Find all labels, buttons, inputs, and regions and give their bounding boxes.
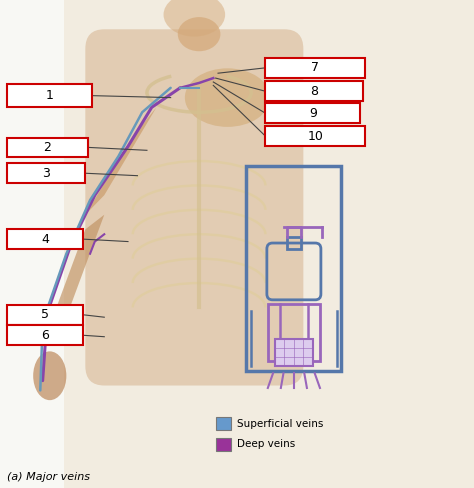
Bar bbox=[7, 305, 83, 325]
Bar bbox=[268, 304, 320, 361]
Bar bbox=[7, 84, 92, 107]
Text: 7: 7 bbox=[311, 61, 319, 74]
Bar bbox=[7, 229, 83, 249]
Polygon shape bbox=[47, 215, 104, 332]
Text: 5: 5 bbox=[41, 308, 49, 321]
Bar bbox=[275, 339, 313, 366]
Text: 2: 2 bbox=[44, 141, 51, 154]
Ellipse shape bbox=[294, 94, 360, 121]
Text: 1: 1 bbox=[46, 89, 54, 102]
Bar bbox=[216, 417, 231, 430]
Bar bbox=[265, 126, 365, 146]
Text: (a) Major veins: (a) Major veins bbox=[7, 472, 90, 482]
Bar bbox=[7, 163, 85, 183]
Ellipse shape bbox=[185, 68, 270, 127]
Ellipse shape bbox=[33, 351, 66, 400]
Ellipse shape bbox=[164, 0, 225, 37]
Text: Deep veins: Deep veins bbox=[237, 439, 296, 449]
Polygon shape bbox=[85, 107, 156, 215]
Bar bbox=[7, 138, 88, 157]
Bar bbox=[265, 58, 365, 78]
Bar bbox=[265, 103, 360, 123]
Text: 8: 8 bbox=[310, 85, 318, 98]
Ellipse shape bbox=[178, 17, 220, 51]
Text: 10: 10 bbox=[307, 130, 323, 142]
Bar bbox=[7, 325, 83, 345]
Bar bbox=[0, 0, 64, 488]
Text: 6: 6 bbox=[41, 329, 49, 342]
Bar bbox=[287, 237, 301, 249]
Bar bbox=[246, 166, 341, 371]
Text: Superficial veins: Superficial veins bbox=[237, 419, 324, 429]
Bar bbox=[216, 438, 231, 451]
Bar bbox=[265, 81, 363, 101]
FancyBboxPatch shape bbox=[85, 29, 303, 386]
Text: 9: 9 bbox=[309, 107, 317, 120]
Text: 4: 4 bbox=[41, 233, 49, 245]
Text: 3: 3 bbox=[42, 167, 50, 180]
